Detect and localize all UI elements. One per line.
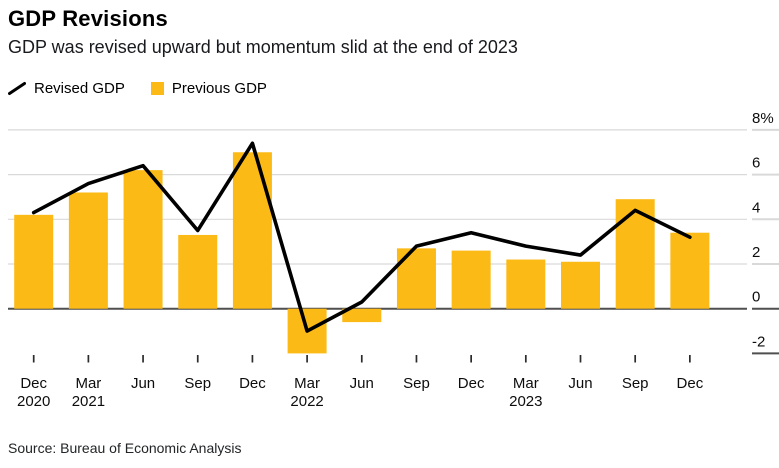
x-tick-label: Mar	[75, 375, 101, 392]
x-tick-label: Jun	[350, 375, 374, 392]
bar-previous-gdp	[396, 248, 436, 309]
y-tick-label: 4	[752, 199, 760, 216]
page-title: GDP Revisions	[8, 6, 168, 31]
x-tick-label: Sep	[622, 375, 649, 392]
x-tick-label: Dec	[458, 375, 485, 392]
x-tick-label: Dec	[20, 375, 47, 392]
y-tick-label: 6	[752, 155, 760, 172]
x-tick-label: Dec	[239, 375, 266, 392]
legend-label-revised-gdp: Revised GDP	[34, 80, 125, 97]
x-tick-label: Jun	[568, 375, 592, 392]
x-year-label: 2021	[72, 393, 105, 410]
x-tick-label: Dec	[677, 375, 704, 392]
y-tick-label: 2	[752, 244, 760, 261]
y-tick-label: 0	[752, 289, 760, 306]
legend: Revised GDP Previous GDP	[8, 80, 267, 97]
x-tick-label: Sep	[184, 375, 211, 392]
bar-previous-gdp	[561, 261, 600, 309]
line-revised-gdp	[31, 141, 692, 333]
legend-label-previous-gdp: Previous GDP	[171, 80, 267, 97]
x-year-label: 2022	[290, 393, 323, 410]
y-tick-label: -2	[752, 333, 765, 350]
bar-previous-gdp	[123, 170, 163, 309]
x-tick-label: Sep	[403, 375, 430, 392]
bar-previous-gdp	[342, 308, 382, 323]
x-tick-label: Jun	[131, 375, 155, 392]
legend-item-previous-gdp: Previous GDP	[150, 80, 267, 97]
source-note: Source: Bureau of Economic Analysis	[8, 440, 242, 456]
x-tick-label: Mar	[513, 375, 539, 392]
bar-previous-gdp	[506, 259, 546, 309]
bar-previous-gdp	[232, 152, 272, 309]
bar-previous-gdp	[451, 250, 491, 309]
line-swatch-icon	[8, 82, 26, 95]
bar-previous-gdp	[670, 232, 710, 309]
bar-previous-gdp	[14, 214, 54, 309]
bar-previous-gdp	[68, 192, 108, 309]
chart-subtitle: GDP was revised upward but momentum slid…	[8, 37, 518, 57]
square-swatch-icon	[150, 82, 164, 95]
legend-item-revised-gdp: Revised GDP	[8, 80, 125, 97]
bar-previous-gdp	[178, 234, 218, 309]
x-year-label: 2020	[17, 393, 50, 410]
line-swatch-stroke	[8, 82, 26, 95]
x-tick-label: Mar	[294, 375, 320, 392]
y-tick-label: 8%	[752, 110, 774, 127]
x-year-label: 2023	[509, 393, 542, 410]
